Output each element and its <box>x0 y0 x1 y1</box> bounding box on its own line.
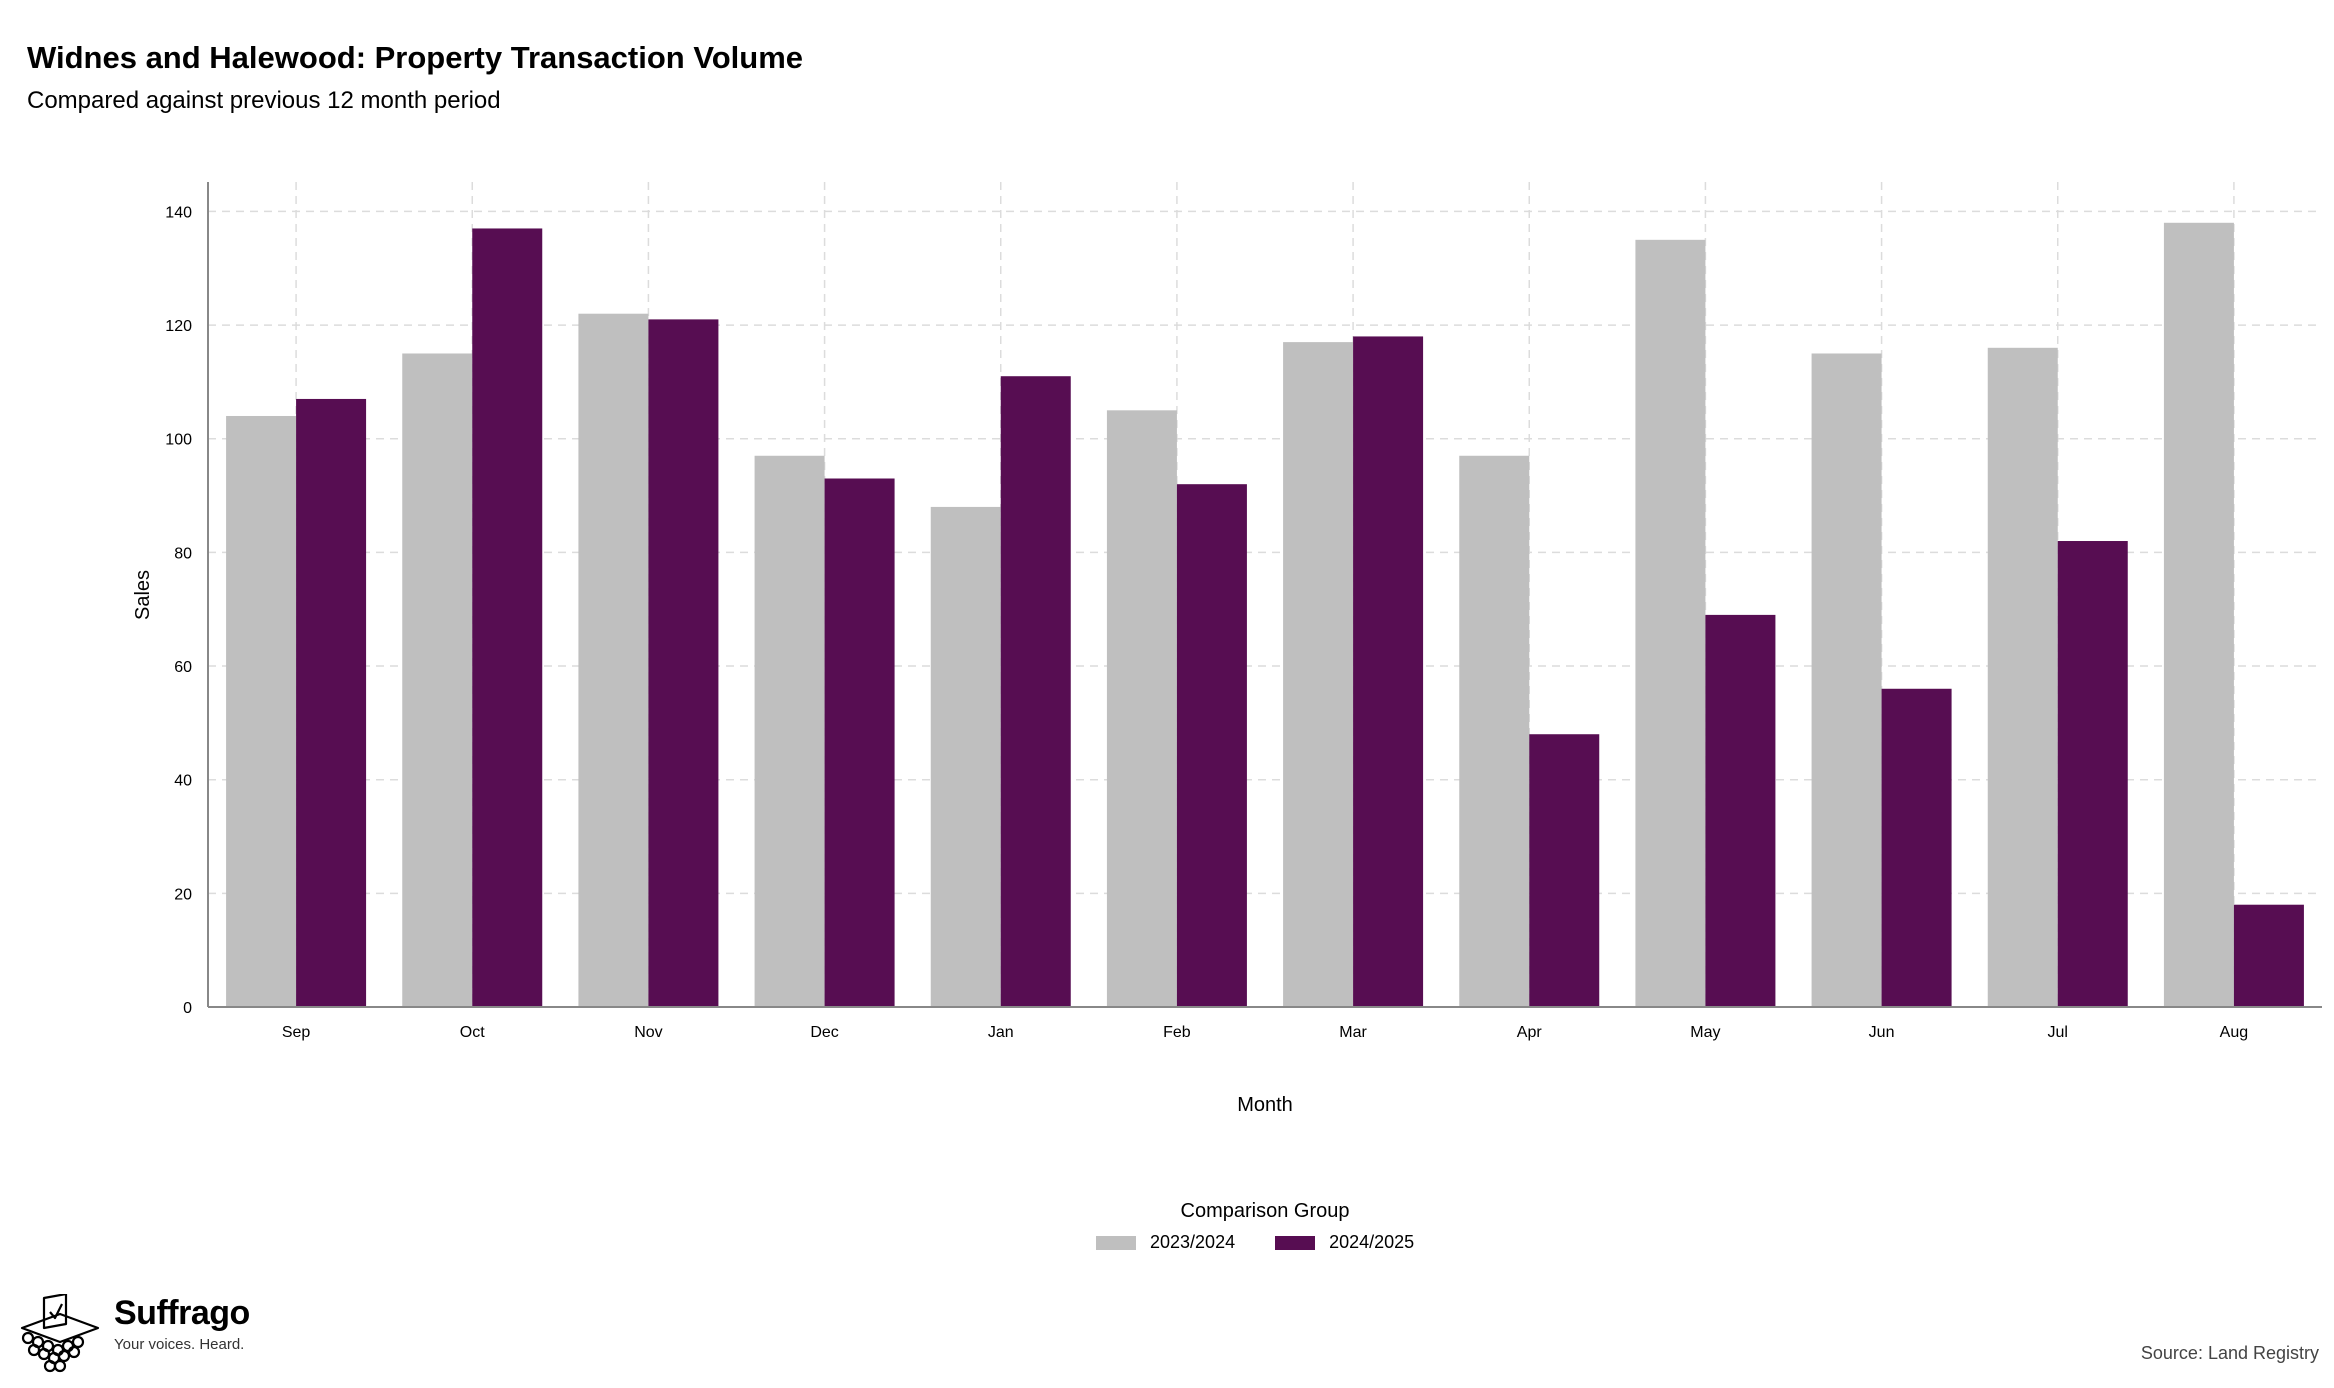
x-tick-label: Oct <box>460 1024 485 1041</box>
y-axis-title: Sales <box>132 570 154 620</box>
legend-item-series-1: 2023/2024 <box>1096 1232 1235 1253</box>
bar-chart: 0 20 40 60 80 100 120 140 Sep Oct Nov Dec Jan Feb Mar A… <box>132 182 2322 1116</box>
bar-series-1 <box>578 313 649 1007</box>
bar-series-2 <box>824 478 895 1008</box>
bar-series-1 <box>930 506 1001 1007</box>
bar-series-1 <box>1987 347 2058 1007</box>
bar-series-2 <box>1705 614 1776 1007</box>
x-tick-label: Jun <box>1869 1024 1895 1041</box>
x-tick-label: Aug <box>2220 1024 2248 1041</box>
bar-series-2 <box>1176 484 1247 1007</box>
bar-series-2 <box>296 398 367 1007</box>
bar-series-1 <box>2163 222 2234 1008</box>
legend-label: 2024/2025 <box>1329 1232 1415 1252</box>
bar-series-2 <box>472 228 543 1008</box>
bar-series-1 <box>402 353 473 1007</box>
chart-title: Widnes and Halewood: Property Transactio… <box>27 40 803 75</box>
bar-series-1 <box>754 455 825 1007</box>
x-tick-label: Feb <box>1163 1024 1191 1041</box>
bar-series-2 <box>648 319 719 1007</box>
x-tick-label: Mar <box>1339 1024 1367 1041</box>
x-tick-label: Sep <box>282 1024 311 1041</box>
x-tick-label: Dec <box>810 1024 838 1041</box>
y-tick-label: 20 <box>174 886 192 903</box>
bar-series-1 <box>1459 455 1530 1007</box>
x-tick-label: Jan <box>988 1024 1014 1041</box>
bar-series-2 <box>2057 541 2128 1007</box>
y-tick-label: 60 <box>174 659 192 676</box>
legend: 2023/2024 2024/2025 <box>1096 1232 1454 1253</box>
legend-title: Comparison Group <box>1180 1200 1350 1222</box>
x-tick-label: Apr <box>1517 1024 1543 1041</box>
brand-logo: Suffrago Your voices. Heard. <box>14 1294 250 1376</box>
brand-tagline: Your voices. Heard. <box>114 1336 245 1353</box>
y-tick-label: 40 <box>174 773 192 790</box>
y-tick-label: 100 <box>165 432 192 449</box>
y-tick-label: 140 <box>165 204 192 221</box>
bar-series-2 <box>1000 376 1071 1007</box>
bar-series-1 <box>1283 342 1354 1007</box>
x-tick-label: May <box>1690 1024 1720 1041</box>
legend-swatch <box>1096 1235 1136 1250</box>
bar-series-2 <box>1353 336 1424 1008</box>
x-axis-title: Month <box>1237 1094 1293 1116</box>
x-tick-label: Jul <box>2048 1024 2068 1041</box>
y-tick-label: 120 <box>165 318 192 335</box>
bar-series-1 <box>226 415 297 1007</box>
legend-item-series-2: 2024/2025 <box>1275 1232 1414 1253</box>
bar-series-1 <box>1635 239 1706 1008</box>
brand-name: Suffrago <box>114 1294 250 1332</box>
bar-series-2 <box>1529 734 1600 1007</box>
ballot-box-icon <box>20 1294 100 1373</box>
y-tick-label: 80 <box>174 545 192 562</box>
x-tick-label: Nov <box>634 1024 662 1041</box>
bar-series-2 <box>2233 904 2304 1007</box>
bar-series-2 <box>1881 688 1952 1007</box>
source-note: Source: Land Registry <box>2140 1343 2319 1363</box>
bar-series-1 <box>1811 353 1882 1007</box>
legend-label: 2023/2024 <box>1150 1232 1236 1252</box>
bar-series-1 <box>1106 410 1177 1008</box>
y-tick-label: 0 <box>183 1000 192 1017</box>
chart-subtitle: Compared against previous 12 month perio… <box>27 87 501 114</box>
legend-swatch <box>1275 1235 1316 1250</box>
